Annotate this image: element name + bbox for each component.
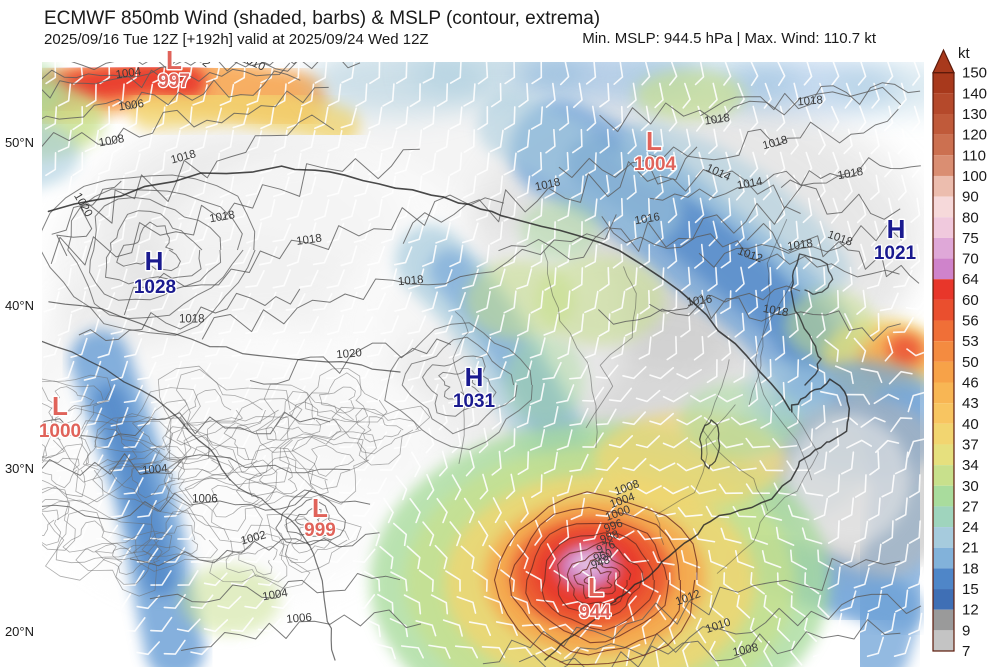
svg-text:90: 90 — [962, 189, 979, 206]
svg-text:944: 944 — [579, 602, 611, 623]
svg-text:64: 64 — [962, 271, 979, 288]
svg-text:27: 27 — [962, 498, 979, 515]
svg-text:1018: 1018 — [397, 274, 424, 288]
svg-text:80: 80 — [962, 209, 979, 226]
svg-text:1018: 1018 — [797, 94, 824, 108]
svg-text:100: 100 — [962, 168, 987, 185]
svg-text:12: 12 — [962, 602, 979, 619]
svg-text:1004: 1004 — [634, 154, 677, 175]
svg-text:50: 50 — [962, 354, 979, 371]
svg-text:30°N: 30°N — [5, 461, 34, 476]
svg-text:40: 40 — [962, 416, 979, 433]
svg-text:37: 37 — [962, 436, 979, 453]
svg-text:1018: 1018 — [179, 314, 205, 326]
svg-text:1000: 1000 — [39, 421, 81, 442]
svg-text:1020: 1020 — [336, 347, 363, 361]
svg-text:L: L — [646, 126, 662, 156]
svg-text:30: 30 — [962, 478, 979, 495]
svg-text:46: 46 — [962, 375, 979, 392]
svg-text:H: H — [465, 362, 484, 392]
svg-text:1006: 1006 — [192, 494, 218, 506]
svg-text:1028: 1028 — [134, 277, 176, 298]
svg-text:24: 24 — [962, 519, 979, 536]
svg-text:140: 140 — [962, 85, 987, 102]
svg-text:9: 9 — [962, 622, 970, 639]
svg-text:H: H — [887, 214, 906, 244]
svg-text:999: 999 — [304, 520, 336, 541]
svg-text:130: 130 — [962, 106, 987, 123]
svg-text:kt: kt — [958, 45, 971, 62]
svg-text:1006: 1006 — [286, 612, 313, 626]
svg-text:120: 120 — [962, 127, 987, 144]
svg-text:43: 43 — [962, 395, 979, 412]
svg-text:1004: 1004 — [142, 463, 169, 477]
svg-text:50°N: 50°N — [5, 135, 34, 150]
svg-text:15: 15 — [962, 581, 979, 598]
svg-text:1031: 1031 — [453, 391, 496, 412]
svg-text:40°N: 40°N — [5, 298, 34, 313]
svg-text:34: 34 — [962, 457, 979, 474]
svg-text:H: H — [145, 246, 164, 276]
svg-text:56: 56 — [962, 313, 979, 330]
svg-text:75: 75 — [962, 230, 979, 247]
svg-text:53: 53 — [962, 333, 979, 350]
svg-text:70: 70 — [962, 251, 979, 268]
svg-text:1021: 1021 — [874, 243, 917, 264]
svg-text:60: 60 — [962, 292, 979, 309]
svg-text:L: L — [588, 572, 604, 602]
svg-text:997: 997 — [158, 71, 190, 92]
svg-text:21: 21 — [962, 540, 979, 557]
svg-text:L: L — [312, 493, 328, 523]
svg-text:150: 150 — [962, 65, 987, 82]
svg-text:20°N: 20°N — [5, 624, 34, 639]
svg-text:110: 110 — [962, 147, 986, 164]
svg-text:7: 7 — [962, 643, 970, 660]
svg-text:18: 18 — [962, 560, 979, 577]
svg-text:L: L — [52, 391, 68, 421]
